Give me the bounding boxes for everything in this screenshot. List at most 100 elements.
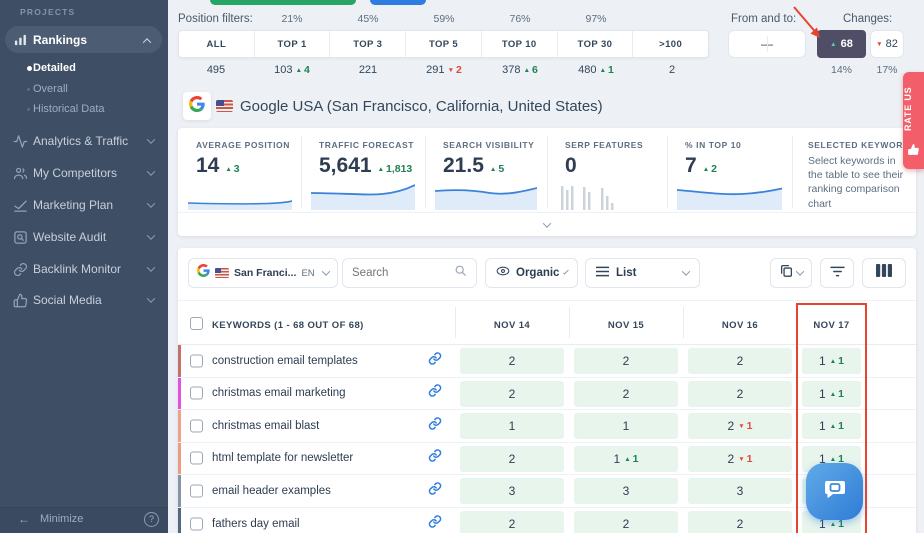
filter-top1[interactable]: TOP 1 bbox=[255, 31, 331, 57]
help-icon[interactable]: ? bbox=[144, 512, 159, 527]
link-icon[interactable] bbox=[428, 351, 442, 370]
row-checkbox[interactable] bbox=[190, 354, 203, 368]
collapse-metrics-button[interactable] bbox=[178, 213, 916, 236]
link-icon[interactable] bbox=[428, 449, 442, 468]
date-column-header[interactable]: NOV 17 bbox=[813, 320, 850, 331]
sidebar-subitem-label: Detailed bbox=[33, 62, 76, 74]
sidebar-item-social-media[interactable]: Social Media bbox=[0, 287, 168, 313]
count-top5: 291 2 bbox=[406, 64, 482, 76]
table-row[interactable]: fathers day email 2 2 2 11 bbox=[178, 507, 916, 533]
divider bbox=[767, 36, 768, 52]
table-row[interactable]: christmas email marketing 2 2 2 11 bbox=[178, 377, 916, 410]
sidebar-subitem-detailed[interactable]: Detailed bbox=[0, 58, 168, 78]
link-icon[interactable] bbox=[428, 481, 442, 500]
search-input[interactable] bbox=[352, 267, 454, 279]
sidebar-item-analytics-traffic[interactable]: Analytics & Traffic bbox=[0, 128, 168, 154]
chat-widget-button[interactable] bbox=[806, 463, 863, 520]
projects-section-label: PROJECTS bbox=[20, 7, 76, 17]
filter-top5[interactable]: TOP 5 bbox=[406, 31, 482, 57]
row-color-marker bbox=[178, 475, 181, 507]
sidebar-subitem-label: Historical Data bbox=[33, 103, 105, 115]
table-row[interactable]: html template for newsletter 2 11 21 11 bbox=[178, 442, 916, 475]
search-type-dropdown[interactable]: Organic bbox=[485, 258, 578, 288]
location-dropdown[interactable]: San Franci... EN bbox=[188, 258, 338, 288]
changes-improved-button[interactable]: ▲ 68 bbox=[817, 30, 866, 58]
chevron-up-icon bbox=[142, 38, 152, 47]
back-arrow-icon[interactable]: ← bbox=[18, 512, 30, 526]
minimize-button[interactable]: Minimize bbox=[40, 513, 84, 525]
row-checkbox[interactable] bbox=[190, 451, 203, 465]
eye-icon bbox=[496, 264, 510, 282]
date-range-picker[interactable]: — bbox=[728, 30, 806, 58]
count-top30: 480 1 bbox=[558, 64, 634, 76]
table-body: construction email templates 2 2 2 11 ch… bbox=[178, 345, 916, 533]
row-checkbox[interactable] bbox=[190, 484, 203, 498]
card-value: 0 bbox=[565, 154, 577, 177]
sidebar: PROJECTS Rankings Detailed Overall Histo… bbox=[0, 0, 168, 533]
sidebar-item-my-competitors[interactable]: My Competitors bbox=[0, 160, 168, 186]
date-column-header[interactable]: NOV 16 bbox=[721, 320, 759, 331]
filter-all[interactable]: ALL bbox=[179, 31, 255, 57]
thumbs-up-icon bbox=[12, 292, 28, 308]
row-checkbox[interactable] bbox=[190, 517, 203, 531]
chevron-down-icon bbox=[146, 294, 156, 303]
chevron-down-icon bbox=[321, 267, 331, 276]
rank-cell: 3 bbox=[460, 478, 564, 504]
blue-button-cutoff[interactable] bbox=[370, 0, 426, 5]
view-mode-dropdown[interactable]: List bbox=[585, 258, 700, 288]
view-mode-label: List bbox=[616, 267, 637, 279]
trend-check-icon bbox=[12, 197, 28, 213]
table-row[interactable]: construction email templates 2 2 2 11 bbox=[178, 345, 916, 378]
changes-declined-button[interactable]: ▼ 82 bbox=[870, 30, 904, 58]
sidebar-item-label: Rankings bbox=[33, 33, 88, 47]
table-header-row: KEYWORDS (1 - 68 OUT OF 68) NOV 14 NOV 1… bbox=[178, 300, 916, 345]
rank-cell: 2 bbox=[688, 380, 792, 407]
link-icon[interactable] bbox=[428, 384, 442, 403]
filter-over100[interactable]: >100 bbox=[659, 38, 683, 50]
rank-cell: 3 bbox=[688, 478, 792, 504]
filter-top3[interactable]: TOP 3 bbox=[330, 31, 407, 57]
bullet-icon bbox=[27, 87, 30, 91]
green-button-cutoff[interactable] bbox=[210, 0, 356, 5]
rank-cell: 2 bbox=[460, 380, 564, 407]
sidebar-subitem-overall[interactable]: Overall bbox=[0, 79, 168, 99]
sidebar-item-website-audit[interactable]: Website Audit bbox=[0, 224, 168, 250]
date-column-header[interactable]: NOV 15 bbox=[607, 320, 645, 331]
columns-button[interactable] bbox=[862, 258, 906, 288]
rank-cell: 2 bbox=[688, 510, 792, 533]
date-column-header[interactable]: NOV 14 bbox=[493, 320, 531, 331]
bullet-icon bbox=[27, 65, 32, 71]
us-flag-icon bbox=[215, 268, 229, 278]
filter-top10[interactable]: TOP 10 bbox=[482, 31, 558, 57]
sidebar-subitem-historical-data[interactable]: Historical Data bbox=[0, 99, 168, 119]
declined-percent: 17% bbox=[876, 64, 898, 76]
chevron-down-icon bbox=[146, 167, 156, 176]
keyword-label: fathers day email bbox=[212, 517, 300, 530]
card-title: % IN TOP 10 bbox=[685, 140, 742, 150]
row-checkbox[interactable] bbox=[190, 386, 203, 400]
count-top1: 103 4 bbox=[254, 64, 330, 76]
sidebar-item-backlink-monitor[interactable]: Backlink Monitor bbox=[0, 256, 168, 282]
card-title: SERP FEATURES bbox=[565, 140, 644, 150]
filter-button[interactable] bbox=[820, 258, 854, 288]
keywords-column-header[interactable]: KEYWORDS (1 - 68 OUT OF 68) bbox=[212, 320, 364, 331]
row-color-marker bbox=[178, 377, 181, 409]
row-checkbox[interactable] bbox=[190, 419, 203, 433]
select-all-checkbox[interactable] bbox=[190, 317, 203, 330]
position-filter-bar: ALL TOP 1 TOP 3 TOP 5 TOP 10 TOP 30 >100 bbox=[178, 30, 709, 58]
rate-us-tab[interactable]: RATE US bbox=[903, 72, 924, 169]
chevron-down-icon bbox=[146, 199, 156, 208]
search-icon bbox=[454, 264, 467, 282]
card-change: 3 bbox=[225, 163, 240, 175]
row-color-marker bbox=[178, 442, 181, 474]
table-row[interactable]: christmas email blast 1 1 21 11 bbox=[178, 410, 916, 443]
link-icon[interactable] bbox=[428, 514, 442, 533]
copy-report-button[interactable] bbox=[770, 258, 812, 288]
filter-top30[interactable]: TOP 30 bbox=[558, 31, 634, 57]
link-icon[interactable] bbox=[428, 416, 442, 435]
sidebar-item-marketing-plan[interactable]: Marketing Plan bbox=[0, 192, 168, 218]
row-color-marker bbox=[178, 345, 181, 377]
sidebar-item-rankings[interactable]: Rankings bbox=[5, 26, 162, 53]
rank-cell: 11 bbox=[802, 380, 861, 407]
count-top3: 221 bbox=[358, 64, 378, 76]
